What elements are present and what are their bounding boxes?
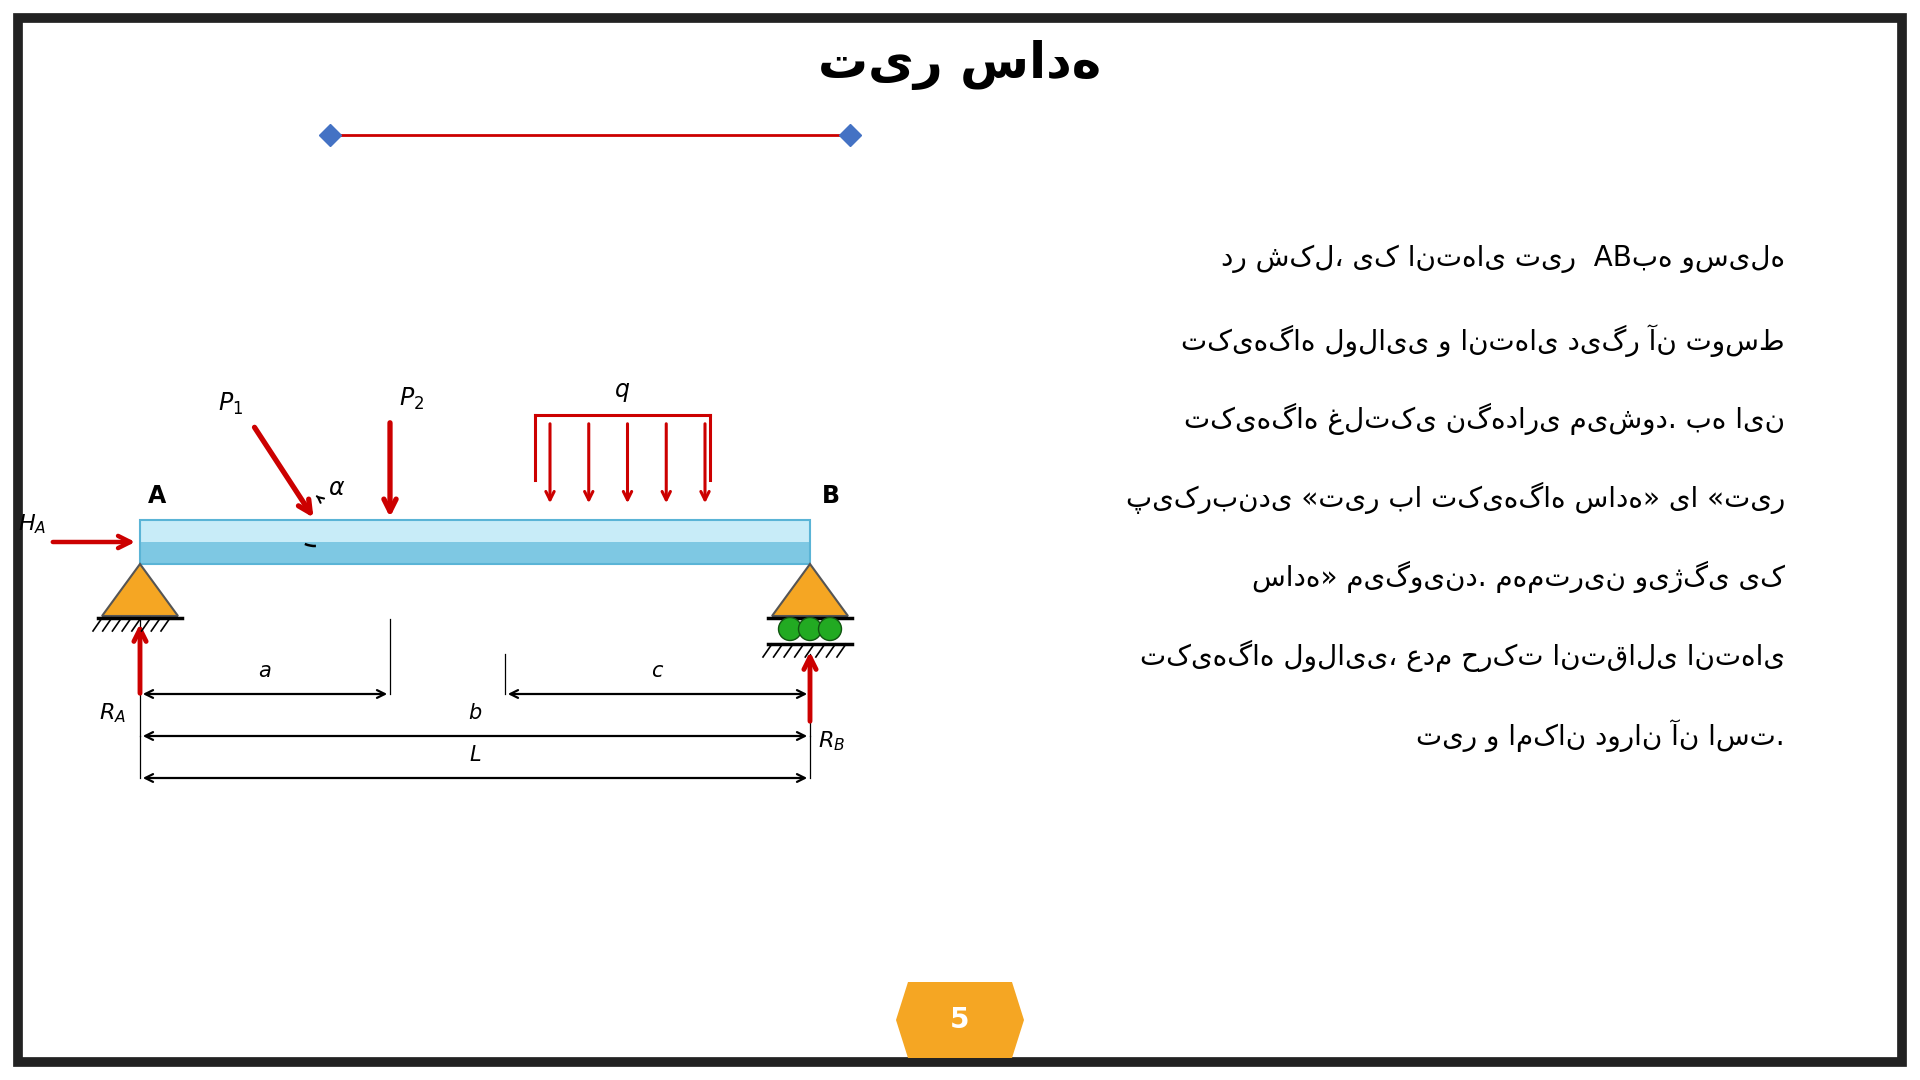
Bar xyxy=(140,542,810,564)
Polygon shape xyxy=(897,982,1023,1058)
Text: در شکل، یک انتهای تیر  ABبه وسیله: در شکل، یک انتهای تیر ABبه وسیله xyxy=(1221,245,1786,273)
Text: پیکربندی «تیر با تکیهگاه ساده» یا «تیر: پیکربندی «تیر با تکیهگاه ساده» یا «تیر xyxy=(1125,482,1786,514)
Polygon shape xyxy=(772,564,849,616)
Text: تیر و امکان دوران آن است.: تیر و امکان دوران آن است. xyxy=(1417,719,1786,752)
Text: تکیهگاه لولایی و انتهای دیگر آن توسط: تکیهگاه لولایی و انتهای دیگر آن توسط xyxy=(1181,324,1786,356)
Text: $P_2$: $P_2$ xyxy=(399,386,424,413)
Text: A: A xyxy=(148,484,167,508)
Text: $b$: $b$ xyxy=(468,703,482,723)
Text: $q$: $q$ xyxy=(614,380,630,404)
Text: $\alpha$: $\alpha$ xyxy=(328,476,346,500)
Text: B: B xyxy=(822,484,839,508)
Text: ساده» میگویند. مهمترین ویژگی یک: ساده» میگویند. مهمترین ویژگی یک xyxy=(1252,561,1786,593)
Text: $L$: $L$ xyxy=(468,745,482,765)
Text: $H_A$: $H_A$ xyxy=(17,512,46,536)
Text: 5: 5 xyxy=(950,1005,970,1034)
Bar xyxy=(140,519,810,564)
Text: تکیهگاه لولایی، عدم حرکت انتقالی انتهای: تکیهگاه لولایی، عدم حرکت انتقالی انتهای xyxy=(1140,640,1786,672)
Text: $P_1$: $P_1$ xyxy=(219,391,244,417)
Text: تیر ساده: تیر ساده xyxy=(818,40,1102,90)
Circle shape xyxy=(818,618,841,640)
Text: $c$: $c$ xyxy=(651,661,664,681)
Text: تکیهگاه غلتکی نگهداری میشود. به این: تکیهگاه غلتکی نگهداری میشود. به این xyxy=(1185,403,1786,435)
Bar xyxy=(140,519,810,542)
Circle shape xyxy=(799,618,822,640)
Text: $R_B$: $R_B$ xyxy=(818,729,845,753)
Polygon shape xyxy=(102,564,179,616)
Circle shape xyxy=(778,618,801,640)
Text: $a$: $a$ xyxy=(259,661,273,681)
Text: $R_A$: $R_A$ xyxy=(98,701,125,725)
